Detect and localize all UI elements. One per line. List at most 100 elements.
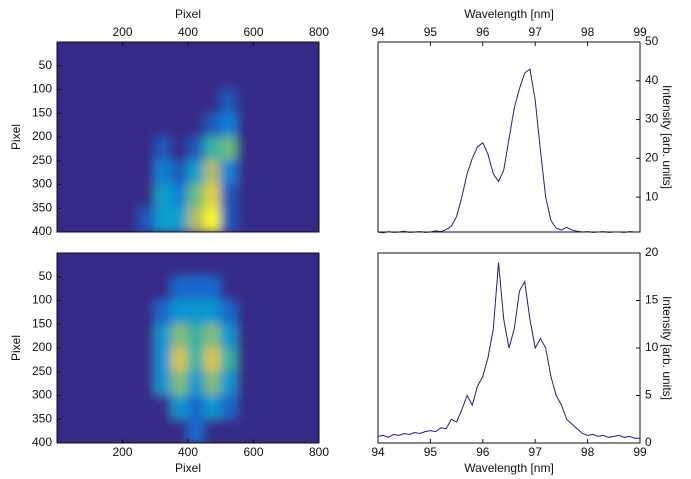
heat-cell [203,418,222,443]
heat-cell [236,323,254,349]
heat-cell [138,42,156,67]
y-tick-label: 50 [39,269,53,283]
x-tick-label: 98 [581,25,595,39]
heat-cell [236,112,254,138]
heat-cell [253,253,271,278]
x-axis-label: Wavelength [nm] [464,461,554,475]
heat-cell [302,207,319,232]
x-tick-label: 96 [476,445,490,459]
x-tick-label: 600 [243,445,263,459]
y-tick-label: 100 [32,82,52,96]
heat-cell [187,112,205,138]
heat-cell [203,184,222,209]
heat-cell [89,89,107,114]
heat-cell [187,207,205,232]
heat-cell [269,371,287,396]
heat-cell [154,112,173,138]
heat-cell [57,347,74,373]
heat-cell [203,136,222,162]
y-tick-label: 250 [32,153,52,167]
heat-cell [253,207,271,232]
heat-cell [187,276,205,301]
heat-cell [105,418,123,443]
heat-cell [285,184,304,209]
heat-cell [57,276,74,301]
heat-cell [171,160,189,185]
heat-cell [253,160,271,185]
heat-cell [57,184,74,209]
heat-cell [220,276,238,301]
heat-cell [220,160,238,185]
x-tick-label: 800 [309,25,329,39]
heat-cell [72,347,91,373]
heat-cell [154,160,173,185]
heat-cell [253,323,271,349]
image-cells [57,253,319,443]
heat-cell [285,323,304,349]
heat-cell [285,395,304,420]
x-axis-label: Wavelength [nm] [464,7,554,21]
heat-cell [187,323,205,349]
x-tick-label: 94 [371,445,385,459]
heat-cell [122,89,140,114]
heat-cell [89,136,107,162]
heat-cell [302,347,319,373]
y-tick-label: 400 [32,224,52,238]
heat-cell [253,136,271,162]
heat-cell [72,207,91,232]
heat-cell [122,347,140,373]
heat-cell [138,112,156,138]
y-tick-label: 100 [32,293,52,307]
heat-cell [105,371,123,396]
heat-cell [154,395,173,420]
heat-cell [220,89,238,114]
y-tick-label: 300 [32,177,52,191]
heat-cell [269,347,287,373]
heat-cell [253,89,271,114]
heat-cell [138,323,156,349]
heat-cell [302,253,319,278]
heat-cell [253,184,271,209]
heat-cell [89,112,107,138]
x-tick-label: 200 [112,445,132,459]
x-tick-label: 98 [581,445,595,459]
heat-cell [57,65,74,90]
heat-cell [285,160,304,185]
heat-cell [269,136,287,162]
heat-cell [171,395,189,420]
y-axis-label: Pixel [9,335,23,361]
heat-cell [72,42,91,67]
heat-cell [203,323,222,349]
heat-cell [302,65,319,90]
heat-cell [138,207,156,232]
heat-cell [154,65,173,90]
heat-cell [138,418,156,443]
heat-cell [122,42,140,67]
heat-cell [171,42,189,67]
heat-cell [269,89,287,114]
panel: 200 400 600 800 Pixel 50 100 150 200 250 300 350 400… [9,252,329,475]
heat-cell [269,207,287,232]
heat-cell [236,276,254,301]
y-tick-label: 200 [32,129,52,143]
heat-cell [154,323,173,349]
heat-cell [89,323,107,349]
y-tick-label: 350 [32,200,52,214]
heat-cell [171,65,189,90]
heat-cell [203,347,222,373]
heat-cell [285,112,304,138]
heat-cell [105,323,123,349]
heat-cell [269,300,287,325]
heat-cell [89,371,107,396]
heat-cell [154,207,173,232]
y-tick-label: 400 [32,435,52,449]
heat-cell [253,347,271,373]
heat-cell [105,112,123,138]
y-tick-label: 150 [32,105,52,119]
x-axis-label: Pixel [175,461,201,475]
heat-cell [72,253,91,278]
heat-cell [138,276,156,301]
heat-cell [89,276,107,301]
heat-cell [72,276,91,301]
heat-cell [269,418,287,443]
